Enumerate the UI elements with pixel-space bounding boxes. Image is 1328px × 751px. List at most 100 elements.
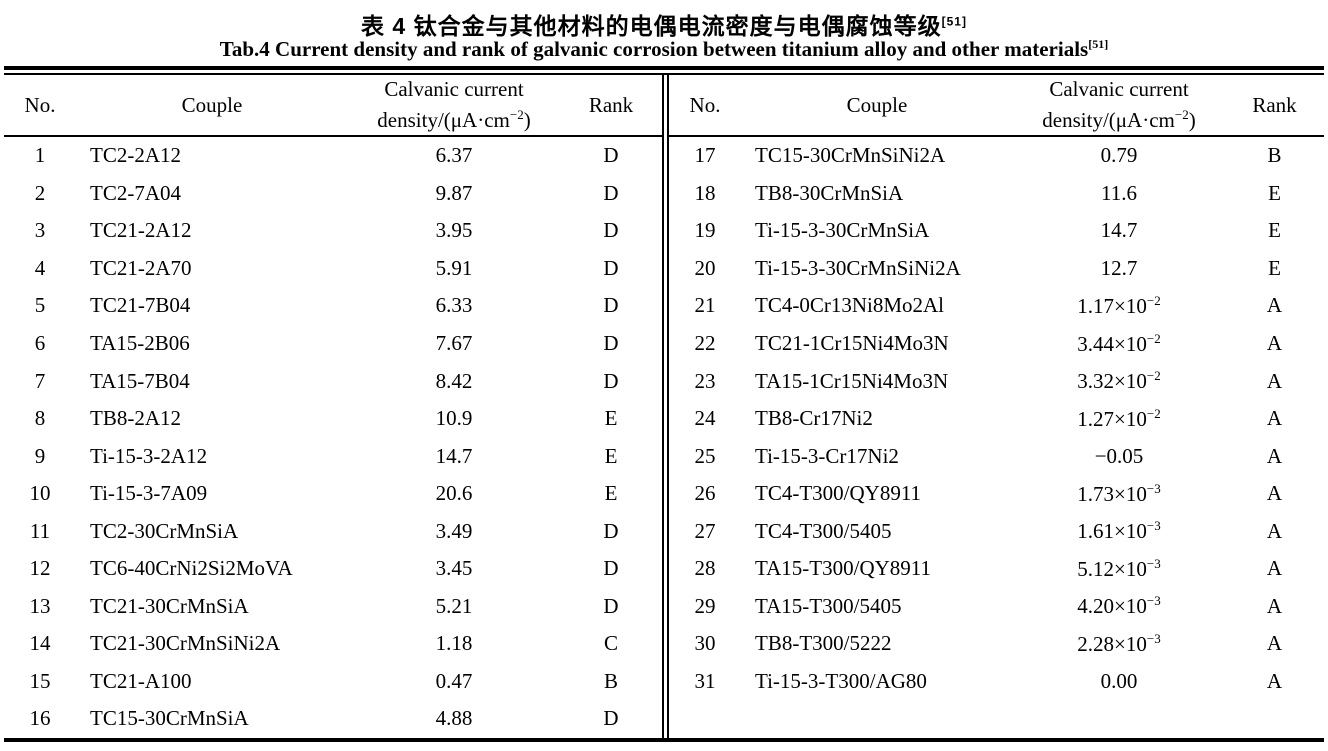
density-exponent: −2	[1146, 330, 1161, 346]
row-density: 0.47	[348, 669, 560, 694]
row-density: 3.44×10−2	[1013, 331, 1225, 357]
table-row: 28 TA15-T300/QY8911 5.12×10−3 A	[669, 550, 1324, 588]
row-couple: TB8-Cr17Ni2	[755, 406, 873, 431]
density-value: 3.95	[435, 218, 473, 243]
row-no: 25	[694, 443, 716, 468]
row-couple: TA15-7B04	[90, 368, 190, 393]
density-value: 1.61×10	[1077, 519, 1147, 544]
row-rank: A	[1266, 443, 1283, 468]
row-density: 1.73×10−3	[1013, 481, 1225, 507]
row-rank: A	[1266, 481, 1283, 506]
row-couple: TA15-T300/QY8911	[755, 556, 932, 581]
row-no: 29	[694, 593, 716, 618]
row-rank: D	[603, 180, 619, 205]
row-rank: D	[603, 556, 619, 581]
row-rank: E	[604, 481, 618, 506]
row-no: 1	[34, 143, 46, 168]
row-couple: TA15-2B06	[90, 331, 190, 355]
row-rank: D	[603, 293, 619, 318]
row-rank: A	[1266, 668, 1283, 693]
density-value: 14.7	[1100, 218, 1138, 243]
row-rank: A	[1266, 518, 1283, 543]
table-left-half: No. Couple Calvanic current density/(μA·…	[4, 75, 662, 738]
row-no: 21	[694, 293, 716, 318]
table-row: 14 TC21-30CrMnSiNi2A 1.18 C	[4, 625, 662, 663]
row-no: 2	[34, 180, 46, 205]
table-row: 26 TC4-T300/QY8911 1.73×10−3 A	[669, 475, 1324, 513]
row-rank: D	[603, 706, 619, 731]
table-row: 3 TC21-2A12 3.95 D	[4, 212, 662, 250]
row-no: 17	[694, 143, 716, 168]
table-body-left: 1 TC2-2A12 6.37 D 2 TC2-7A04 9.87 D 3 TC21-2A12 3.…	[4, 137, 662, 738]
row-rank: A	[1266, 368, 1283, 393]
table-row: 4 TC21-2A70 5.91 D	[4, 250, 662, 288]
density-header-exponent: −2	[509, 107, 524, 122]
row-density: 1.17×10−2	[1013, 293, 1225, 319]
row-rank: E	[604, 406, 618, 431]
row-rank: A	[1266, 406, 1283, 431]
table-row: 30 TB8-T300/5222 2.28×10−3 A	[669, 625, 1324, 663]
row-no: 4	[34, 255, 46, 280]
table-bottom-rule	[4, 738, 1324, 742]
row-density: 3.45	[348, 556, 560, 581]
row-couple: Ti-15-3-7A09	[90, 481, 208, 506]
table-row: 12 TC6-40CrNi2Si2MoVA 3.45 D	[4, 550, 662, 588]
row-couple: TB8-T300/5222	[755, 631, 892, 656]
density-value: −0.05	[1094, 443, 1144, 468]
density-value: 0.79	[1100, 143, 1138, 168]
row-no: 13	[29, 593, 51, 618]
table-row: 29 TA15-T300/5405 4.20×10−3 A	[669, 588, 1324, 626]
row-couple: TC21-2A70	[90, 255, 192, 280]
density-value: 6.37	[435, 143, 473, 168]
row-rank: D	[603, 518, 619, 543]
row-density: −0.05	[1013, 444, 1225, 469]
table-header-right: No. Couple Calvanic current density/(μA·…	[669, 75, 1324, 137]
table-title-chinese: 表 4 钛合金与其他材料的电偶电流密度与电偶腐蚀等级[51]	[0, 7, 1328, 41]
row-density: 5.21	[348, 594, 560, 619]
density-header-line2: density/(μA·cm	[377, 108, 510, 132]
table-row: 15 TC21-A100 0.47 B	[4, 663, 662, 701]
row-couple: TB8-2A12	[90, 406, 181, 431]
density-value: 1.73×10	[1077, 481, 1147, 506]
density-value: 1.27×10	[1077, 406, 1147, 431]
density-value: 5.21	[435, 593, 473, 618]
density-header-close-paren: )	[523, 108, 531, 132]
table-row: 31 Ti-15-3-T300/AG80 0.00 A	[669, 663, 1324, 701]
density-value: 1.18	[435, 631, 473, 656]
row-rank: A	[1266, 631, 1283, 656]
row-no: 10	[29, 481, 51, 506]
density-exponent: −3	[1146, 518, 1161, 534]
table-row: 19 Ti-15-3-30CrMnSiA 14.7 E	[669, 212, 1324, 250]
row-no: 23	[694, 368, 716, 393]
row-density: 10.9	[348, 406, 560, 431]
row-couple: TC4-T300/5405	[755, 518, 892, 543]
row-density: 4.20×10−3	[1013, 593, 1225, 619]
citation-ref: [51]	[1088, 37, 1109, 51]
density-value: 0.47	[435, 668, 473, 693]
density-exponent: −3	[1146, 630, 1161, 646]
row-density: 3.49	[348, 519, 560, 544]
row-density: 14.7	[1013, 218, 1225, 243]
row-no: 11	[29, 518, 51, 543]
table-row: 5 TC21-7B04 6.33 D	[4, 287, 662, 325]
density-value: 4.88	[435, 706, 473, 731]
row-no: 16	[29, 706, 51, 731]
row-couple: TC2-30CrMnSiA	[90, 518, 239, 543]
row-density: 5.91	[348, 256, 560, 281]
density-header-exponent: −2	[1174, 107, 1189, 122]
density-value: 5.12×10	[1077, 556, 1147, 581]
table-row: 17 TC15-30CrMnSiNi2A 0.79 B	[669, 137, 1324, 175]
table-row: 24 TB8-Cr17Ni2 1.27×10−2 A	[669, 400, 1324, 438]
row-couple: TC15-30CrMnSiNi2A	[755, 143, 946, 168]
row-rank: D	[603, 255, 619, 280]
density-value: 3.32×10	[1077, 369, 1147, 394]
row-couple: Ti-15-3-2A12	[90, 443, 208, 468]
row-couple: TC6-40CrNi2Si2MoVA	[90, 556, 293, 581]
density-value: 20.6	[435, 481, 473, 506]
column-header-rank: Rank	[1252, 92, 1297, 117]
row-density: 3.32×10−2	[1013, 368, 1225, 394]
table-row: 20 Ti-15-3-30CrMnSiNi2A 12.7 E	[669, 250, 1324, 288]
density-value: 0.00	[1100, 668, 1138, 693]
table-row: 25 Ti-15-3-Cr17Ni2 −0.05 A	[669, 437, 1324, 475]
table-row: 18 TB8-30CrMnSiA 11.6 E	[669, 175, 1324, 213]
